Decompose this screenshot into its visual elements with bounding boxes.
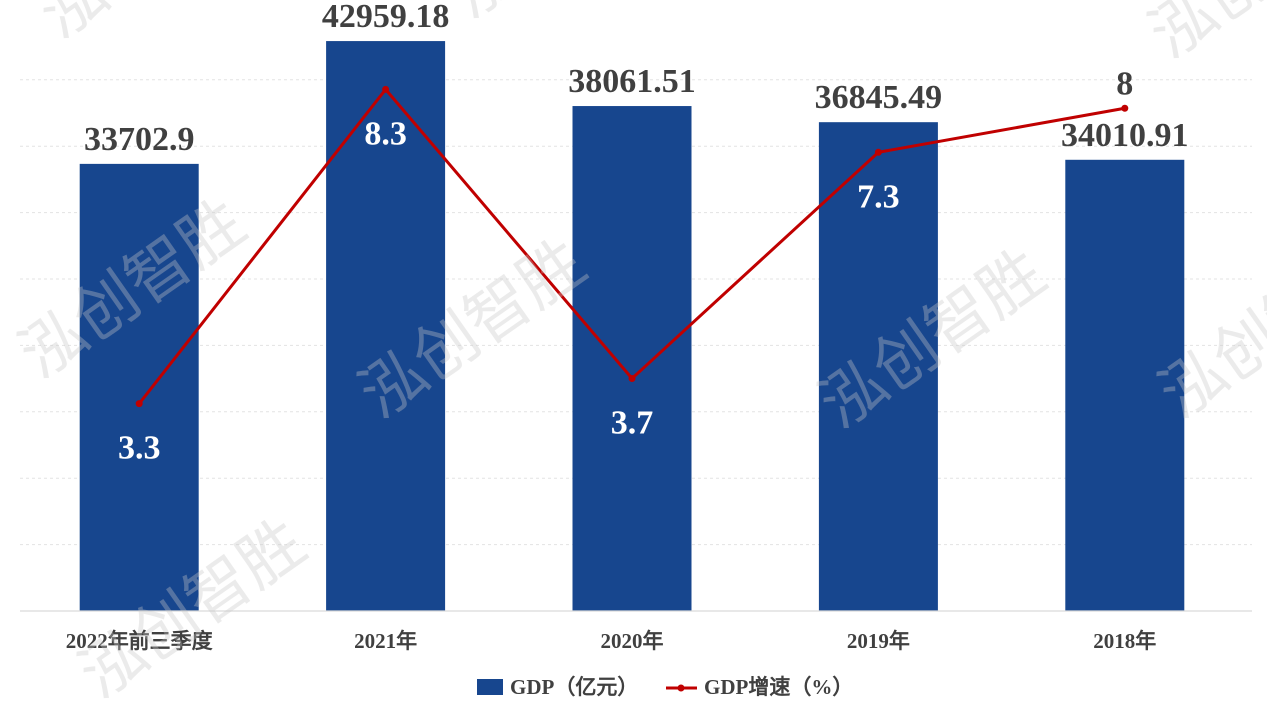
legend-bar-swatch xyxy=(477,679,503,695)
growth-point xyxy=(135,400,143,408)
x-axis: 2022年前三季度 2021年 2020年 2019年 2018年 xyxy=(20,610,1252,653)
watermark-text: 泓创智胜 xyxy=(1137,0,1267,73)
legend-label-gdp: GDP（亿元） xyxy=(510,675,638,699)
legend: GDP（亿元） GDP增速（%） xyxy=(477,675,853,699)
x-tick-label: 2022年前三季度 xyxy=(66,629,213,653)
gdp-value-label: 33702.9 xyxy=(84,121,195,158)
growth-rate-label: 7.3 xyxy=(857,178,900,215)
gridlines xyxy=(20,79,1252,546)
legend-label-growth: GDP增速（%） xyxy=(704,675,853,699)
legend-line-marker xyxy=(677,684,685,692)
gdp-value-label: 38061.51 xyxy=(568,63,696,100)
growth-point xyxy=(382,85,390,93)
growth-rate-label: 8.3 xyxy=(364,115,407,152)
gdp-bar xyxy=(1065,159,1185,612)
x-tick-label: 2019年 xyxy=(847,629,910,653)
data-labels: 33702.9 42959.18 38061.51 36845.49 34010.91 3… xyxy=(84,0,1189,467)
gdp-value-label: 34010.91 xyxy=(1061,117,1189,154)
line-series xyxy=(135,85,1129,408)
x-tick-label: 2021年 xyxy=(354,629,417,653)
growth-point xyxy=(874,148,882,156)
growth-point xyxy=(628,374,636,382)
x-tick-label: 2020年 xyxy=(601,629,664,653)
gdp-bar xyxy=(818,122,938,611)
gdp-value-label: 42959.18 xyxy=(322,0,450,35)
bar-series xyxy=(79,41,1185,612)
gdp-bar xyxy=(572,106,692,612)
growth-point xyxy=(1121,104,1129,112)
growth-rate-label: 8 xyxy=(1116,65,1133,102)
gdp-bar xyxy=(79,163,199,611)
growth-rate-label: 3.3 xyxy=(118,430,161,467)
watermark-text: 泓创智胜 xyxy=(437,0,689,33)
gdp-value-label: 36845.49 xyxy=(815,79,943,116)
watermark-text: 泓创智胜 xyxy=(27,0,279,53)
x-tick-label: 2018年 xyxy=(1093,629,1156,653)
growth-rate-label: 3.7 xyxy=(611,404,654,441)
